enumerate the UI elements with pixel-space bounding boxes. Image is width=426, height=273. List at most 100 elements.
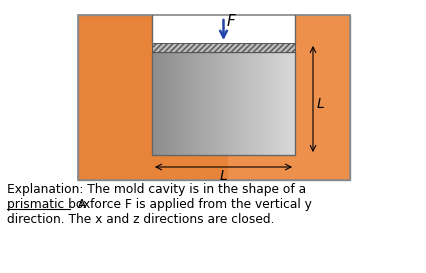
Text: F: F	[226, 14, 235, 29]
Bar	[163, 52, 164, 155]
Bar	[157, 52, 158, 155]
Bar	[173, 52, 175, 155]
Bar	[243, 52, 245, 155]
Bar	[169, 52, 170, 155]
Bar	[205, 52, 207, 155]
Bar	[175, 52, 176, 155]
Bar	[237, 52, 239, 155]
Bar	[207, 52, 208, 155]
Bar	[186, 52, 187, 155]
Bar	[268, 52, 269, 155]
Bar	[284, 52, 285, 155]
Bar	[278, 52, 279, 155]
Bar	[155, 52, 157, 155]
Bar	[221, 52, 222, 155]
Bar	[277, 52, 278, 155]
Bar	[276, 52, 277, 155]
Bar	[202, 52, 204, 155]
Bar	[271, 52, 272, 155]
Bar	[289, 52, 290, 155]
Bar	[199, 52, 201, 155]
Bar	[198, 52, 199, 155]
Text: . A force F is applied from the vertical y: . A force F is applied from the vertical…	[70, 198, 311, 211]
Bar	[219, 52, 221, 155]
Bar	[231, 52, 233, 155]
Bar	[218, 52, 219, 155]
Bar	[263, 52, 265, 155]
Bar	[192, 52, 193, 155]
Bar	[172, 52, 173, 155]
Bar	[234, 52, 236, 155]
Bar	[215, 52, 216, 155]
Bar	[160, 52, 161, 155]
Bar	[282, 52, 283, 155]
Bar	[180, 52, 181, 155]
Bar	[216, 52, 218, 155]
Bar	[262, 52, 263, 155]
Bar	[281, 52, 282, 155]
Bar	[227, 15, 349, 180]
Bar	[273, 52, 274, 155]
Bar	[246, 52, 248, 155]
Bar	[250, 52, 251, 155]
Bar	[152, 52, 153, 155]
Bar	[274, 52, 275, 155]
Text: Explanation: The mold cavity is in the shape of a: Explanation: The mold cavity is in the s…	[7, 183, 305, 196]
Bar	[152, 52, 294, 155]
Bar	[285, 52, 286, 155]
Bar	[290, 52, 291, 155]
Bar	[183, 52, 184, 155]
Bar	[211, 52, 213, 155]
Bar	[222, 52, 224, 155]
Bar	[164, 52, 166, 155]
Bar	[269, 52, 271, 155]
Bar	[272, 52, 273, 155]
Bar	[233, 52, 234, 155]
Bar	[210, 52, 211, 155]
Bar	[257, 52, 259, 155]
Bar	[177, 52, 178, 155]
Bar	[189, 52, 190, 155]
Bar	[287, 52, 288, 155]
Bar	[265, 52, 266, 155]
Bar	[249, 52, 250, 155]
Bar	[256, 52, 257, 155]
Bar	[201, 52, 202, 155]
Bar	[253, 52, 254, 155]
Bar	[260, 52, 262, 155]
Bar	[152, 15, 294, 61]
Bar	[286, 52, 287, 155]
Bar	[176, 52, 177, 155]
Bar	[196, 52, 198, 155]
Bar	[178, 52, 180, 155]
Bar	[170, 52, 172, 155]
Text: direction. The x and z directions are closed.: direction. The x and z directions are cl…	[7, 213, 274, 226]
Bar	[213, 52, 215, 155]
Bar	[266, 52, 268, 155]
Bar	[224, 52, 225, 155]
Bar	[259, 52, 260, 155]
Bar	[190, 52, 192, 155]
Bar	[279, 52, 280, 155]
Bar	[161, 52, 163, 155]
Bar	[292, 52, 294, 155]
Bar	[153, 52, 154, 155]
Bar	[167, 52, 169, 155]
Bar	[204, 52, 205, 155]
Bar	[280, 52, 281, 155]
Bar	[291, 52, 292, 155]
Bar	[181, 52, 183, 155]
Bar	[225, 52, 227, 155]
Bar	[166, 52, 167, 155]
Bar	[248, 52, 249, 155]
Bar	[228, 52, 230, 155]
Bar	[193, 52, 195, 155]
Bar	[251, 52, 253, 155]
Bar	[187, 52, 189, 155]
Bar	[288, 52, 289, 155]
Bar	[245, 52, 246, 155]
Bar	[184, 52, 186, 155]
Bar	[254, 52, 256, 155]
Bar	[236, 52, 237, 155]
Bar	[275, 52, 276, 155]
